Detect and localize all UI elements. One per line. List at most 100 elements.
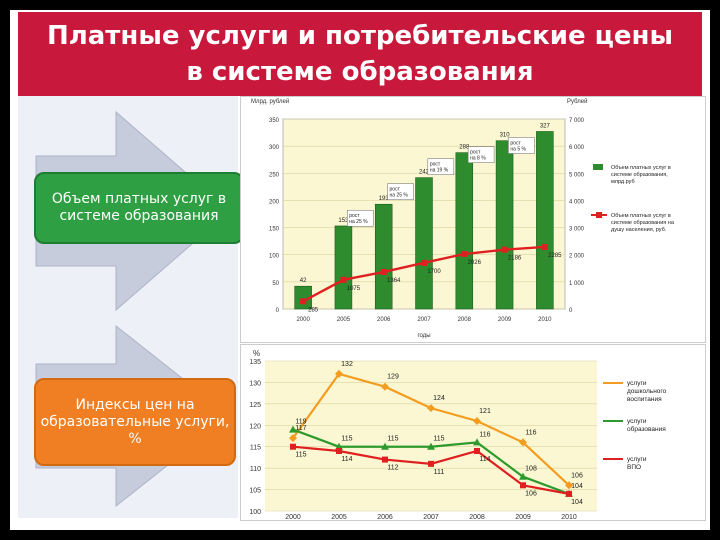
bar-value-label: 310 [500,133,511,139]
plot-area [265,361,597,511]
x-tick-label: 2008 [458,317,472,323]
paid-services-volume-label: Объем платных услуг в системе образовани… [34,172,244,244]
series-marker [381,442,389,450]
x-tick-label: 2007 [417,317,431,323]
annotation-text: на 8 % [470,156,486,162]
legend-swatch [593,164,603,170]
series-marker [520,482,526,489]
left-tick-label: 100 [269,254,280,260]
series-marker [382,456,388,463]
right-tick-label: 6 000 [569,145,585,151]
y-tick-label: 105 [249,488,261,495]
annotation-box [467,146,495,163]
series-marker [289,434,297,443]
line-value-label: 2186 [508,256,522,262]
bar [374,203,393,310]
value-label: 112 [387,465,398,472]
series-marker [519,472,527,480]
series-marker [566,490,572,497]
slide-title: Платные услуги и потребительские цены в … [46,21,674,87]
value-label: 111 [434,469,445,476]
series-marker [290,443,296,450]
line-point [501,246,508,253]
y-tick-label: 135 [249,359,261,366]
right-tick-label: 5 000 [569,172,585,178]
line-value-label: 1700 [427,269,441,275]
value-label: 116 [479,431,490,438]
value-label: 114 [479,456,490,463]
value-label: 115 [295,452,306,459]
box-top-text: Объем платных услуг в системе образовани… [51,191,227,224]
box-bottom-text: Индексы цен на образовательные услуги, % [40,396,230,447]
y-tick-label: 120 [249,423,261,430]
annotation-text: рост [510,140,521,146]
legend-label: услуги ВПО [627,456,647,471]
annotation-text: на 25 % [349,219,368,225]
annotation-text: на 19 % [430,168,449,174]
legend-label: услуги дошкольного воспитания [627,380,667,403]
line-point [340,276,347,283]
series-marker [519,438,527,447]
right-tick-label: 0 [569,308,573,314]
value-label: 106 [525,490,537,497]
value-label: 116 [525,429,536,436]
series-marker [565,481,573,490]
line-value-label: 285 [308,307,319,313]
annotation-text: рост [349,213,360,219]
y-tick-label: 130 [249,380,261,387]
bar [334,225,353,310]
x-tick-label: 2005 [337,317,351,323]
chart-panel-top: 0 50 100 150 200 250 300 350 0 1 000 2 000 3 000 4 0… [240,96,706,343]
right-tick-label: 2 000 [569,254,585,260]
x-tick-label: 2009 [515,514,531,520]
y-axis-title: % [253,349,260,358]
bar [536,131,554,310]
value-label: 124 [433,395,445,402]
value-label: 129 [387,374,399,381]
price-index-label: Индексы цен на образовательные услуги, % [34,378,236,466]
x-tick-label: 2008 [469,514,485,520]
series-marker [335,442,343,450]
bar [455,152,474,310]
left-tick-label: 50 [272,281,279,287]
line-value-label: 1075 [347,286,361,292]
series-marker [381,382,389,391]
left-tick-label: 350 [269,118,280,124]
value-label: 117 [295,425,306,432]
title-bar: Платные услуги и потребительские цены в … [18,12,702,96]
series-marker [473,438,481,446]
series-marker [427,404,435,413]
right-tick-label: 1 000 [569,281,585,287]
legend-label: услуги образования [627,418,666,433]
bar-value-label: 153 [338,218,349,224]
value-label: 115 [341,436,352,443]
series-marker [289,425,297,433]
x-axis-title: годы [417,333,430,339]
y-tick-label: 100 [249,509,261,516]
series-marker [336,448,342,454]
bar-value-label: 42 [300,278,307,284]
x-tick-label: 2005 [331,514,347,520]
x-tick-label: 2007 [423,514,439,520]
x-tick-label: 2000 [285,514,301,520]
line-value-label: 1364 [387,278,401,284]
bar [415,177,433,310]
line-value-label: 2285 [548,253,562,259]
x-tick-label: 2000 [296,317,310,323]
annotation-text: рост [390,187,401,193]
value-label: 115 [433,436,444,443]
line-point [541,243,548,250]
bar-value-label: 193 [379,196,390,202]
y-tick-label: 125 [249,402,261,409]
value-label: 104 [571,499,583,506]
annotation-box [387,183,414,200]
line-value-label: 2026 [468,260,482,266]
left-tick-label: 150 [269,227,280,233]
left-tick-label: 300 [269,145,280,151]
line-point [461,251,468,258]
annotation-box [347,209,374,227]
value-label: 132 [341,361,353,368]
legend-marker [596,212,602,218]
left-axis-title: Млрд. рублей [251,98,289,105]
